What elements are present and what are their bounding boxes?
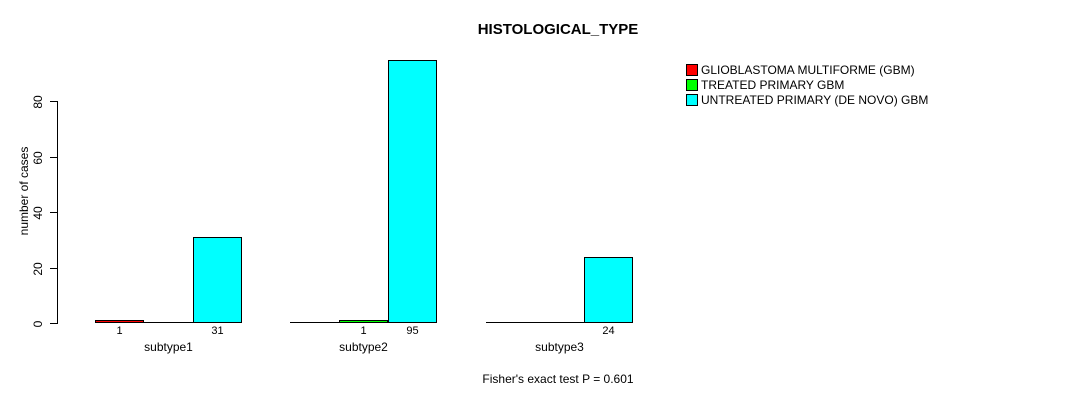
legend-label: TREATED PRIMARY GBM	[701, 77, 845, 92]
subtitle: Fisher's exact test P = 0.601	[482, 372, 634, 386]
bar-value-label: 1	[360, 325, 367, 337]
bar-value-label: 31	[211, 325, 224, 337]
legend-item: TREATED PRIMARY GBM	[686, 77, 928, 92]
legend-swatch	[686, 93, 698, 106]
category-label: subtype1	[144, 340, 193, 354]
bar	[193, 237, 242, 323]
y-axis-tick-label: 60	[31, 150, 45, 165]
legend-item: GLIOBLASTOMA MULTIFORME (GBM)	[686, 62, 928, 77]
y-axis-tick	[50, 157, 57, 158]
bar	[95, 320, 144, 323]
y-axis-tick-label: 80	[31, 94, 45, 109]
category-label: subtype2	[339, 340, 388, 354]
legend-swatch	[686, 63, 698, 76]
legend-swatch	[686, 78, 698, 91]
group-baseline	[95, 322, 242, 323]
y-axis-line	[57, 101, 58, 324]
group-baseline	[486, 322, 633, 323]
y-axis-tick-label: 20	[31, 261, 45, 276]
y-axis-tick-label: 0	[31, 320, 45, 327]
legend: GLIOBLASTOMA MULTIFORME (GBM) TREATED PRI…	[686, 62, 928, 107]
y-axis-tick	[50, 323, 57, 324]
y-axis-tick	[50, 268, 57, 269]
y-axis-tick-label: 40	[31, 205, 45, 220]
bar	[584, 257, 633, 323]
bar-value-label: 1	[116, 325, 123, 337]
bar-value-label: 24	[602, 325, 615, 337]
bar	[339, 320, 388, 323]
bar-value-label: 95	[406, 325, 419, 337]
legend-item: UNTREATED PRIMARY (DE NOVO) GBM	[686, 92, 928, 107]
legend-label: GLIOBLASTOMA MULTIFORME (GBM)	[701, 62, 915, 77]
category-label: subtype3	[535, 340, 584, 354]
bar	[388, 60, 437, 323]
y-axis-tick	[50, 212, 57, 213]
chart-title: HISTOLOGICAL_TYPE	[477, 21, 639, 38]
y-axis-tick	[50, 101, 57, 102]
legend-label: UNTREATED PRIMARY (DE NOVO) GBM	[701, 92, 929, 107]
